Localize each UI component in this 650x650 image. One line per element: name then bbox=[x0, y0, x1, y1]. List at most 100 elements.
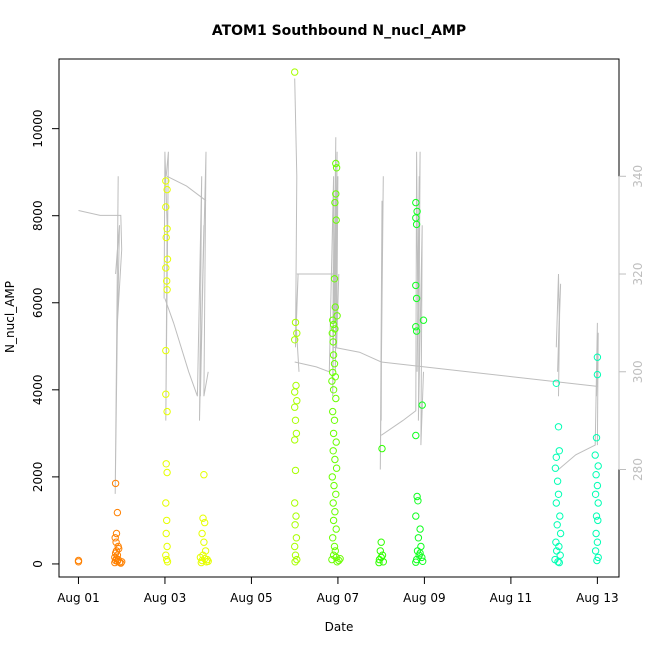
data-point bbox=[412, 281, 420, 290]
data-point bbox=[291, 403, 299, 411]
data-point bbox=[554, 558, 562, 566]
data-point bbox=[112, 538, 120, 546]
data-point bbox=[328, 329, 336, 337]
data-point bbox=[593, 538, 602, 546]
data-point bbox=[329, 534, 337, 542]
data-point bbox=[112, 529, 121, 538]
data-point bbox=[591, 490, 600, 498]
data-point bbox=[331, 455, 339, 464]
data-point bbox=[163, 468, 171, 477]
data-point bbox=[552, 453, 560, 461]
data-point bbox=[162, 233, 170, 242]
secondary-line bbox=[166, 175, 207, 202]
data-point bbox=[118, 558, 126, 566]
data-point bbox=[163, 277, 171, 285]
data-point bbox=[412, 327, 421, 335]
y-axis-label: N_nucl_AMP bbox=[3, 281, 17, 353]
data-point bbox=[291, 521, 299, 529]
data-point bbox=[594, 499, 602, 507]
data-point bbox=[555, 558, 563, 567]
data-point bbox=[162, 177, 170, 185]
data-point bbox=[416, 525, 424, 533]
data-point bbox=[117, 559, 125, 567]
data-point bbox=[332, 190, 340, 198]
data-point bbox=[332, 438, 340, 446]
data-point bbox=[329, 320, 338, 329]
data-point bbox=[163, 558, 172, 566]
data-point bbox=[419, 557, 427, 565]
data-point bbox=[336, 555, 344, 563]
data-point bbox=[163, 516, 171, 525]
data-point bbox=[162, 551, 170, 559]
data-point bbox=[162, 346, 170, 355]
secondary-line bbox=[558, 322, 599, 470]
data-point bbox=[592, 512, 601, 520]
data-point bbox=[419, 316, 428, 324]
data-point bbox=[204, 557, 212, 565]
data-point bbox=[113, 508, 122, 517]
y-tick-label: 10000 bbox=[31, 110, 45, 148]
data-point bbox=[163, 407, 171, 416]
data-point bbox=[162, 203, 170, 211]
chart-title: ATOM1 Southbound N_nucl_AMP bbox=[212, 23, 466, 39]
data-point bbox=[329, 516, 338, 525]
data-point bbox=[328, 473, 336, 481]
y-tick-label: 2000 bbox=[31, 462, 45, 493]
y2-tick-label: 340 bbox=[631, 165, 645, 188]
secondary-line bbox=[294, 78, 300, 372]
data-point bbox=[330, 542, 339, 551]
data-point bbox=[293, 329, 301, 337]
data-point bbox=[332, 216, 340, 224]
data-point bbox=[331, 547, 339, 555]
secondary-line bbox=[333, 176, 384, 470]
data-point bbox=[552, 499, 560, 507]
data-point bbox=[417, 542, 425, 551]
x-tick-label: Aug 11 bbox=[490, 591, 533, 605]
data-point bbox=[378, 444, 386, 453]
data-point bbox=[329, 316, 337, 324]
data-point bbox=[329, 386, 338, 394]
x-tick-label: Aug 03 bbox=[144, 591, 187, 605]
secondary-line bbox=[78, 176, 123, 494]
x-tick-label: Aug 01 bbox=[57, 591, 100, 605]
data-point bbox=[593, 370, 602, 379]
data-point bbox=[375, 555, 384, 564]
data-point bbox=[593, 353, 602, 361]
data-point bbox=[592, 471, 600, 479]
data-point bbox=[292, 534, 301, 542]
data-point bbox=[553, 521, 561, 529]
data-point bbox=[331, 198, 339, 207]
data-point bbox=[200, 471, 208, 479]
data-point bbox=[291, 542, 299, 551]
data-point bbox=[111, 534, 119, 542]
data-point bbox=[163, 286, 171, 294]
data-point bbox=[328, 377, 336, 385]
y-tick-label: 8000 bbox=[31, 200, 45, 231]
data-point bbox=[555, 447, 563, 455]
data-point bbox=[291, 436, 299, 444]
data-point bbox=[379, 558, 387, 566]
data-point bbox=[591, 547, 600, 555]
secondary-line bbox=[555, 273, 562, 397]
data-point bbox=[291, 336, 299, 344]
data-point bbox=[412, 294, 421, 303]
data-point bbox=[291, 499, 299, 507]
data-point bbox=[163, 542, 171, 551]
x-tick-label: Aug 09 bbox=[403, 591, 446, 605]
data-point bbox=[554, 490, 563, 498]
data-point bbox=[196, 553, 205, 562]
data-point bbox=[333, 312, 341, 320]
secondary-line bbox=[380, 151, 424, 446]
data-point bbox=[412, 323, 420, 331]
data-point bbox=[162, 460, 170, 468]
data-point bbox=[335, 556, 343, 565]
x-axis-label: Date bbox=[325, 620, 354, 634]
data-point bbox=[413, 492, 421, 501]
data-point bbox=[330, 416, 339, 424]
y2-tick-label: 300 bbox=[631, 360, 645, 383]
data-point bbox=[412, 198, 420, 207]
data-point bbox=[555, 542, 563, 551]
data-point bbox=[556, 512, 564, 520]
x-tick-label: Aug 07 bbox=[317, 591, 360, 605]
